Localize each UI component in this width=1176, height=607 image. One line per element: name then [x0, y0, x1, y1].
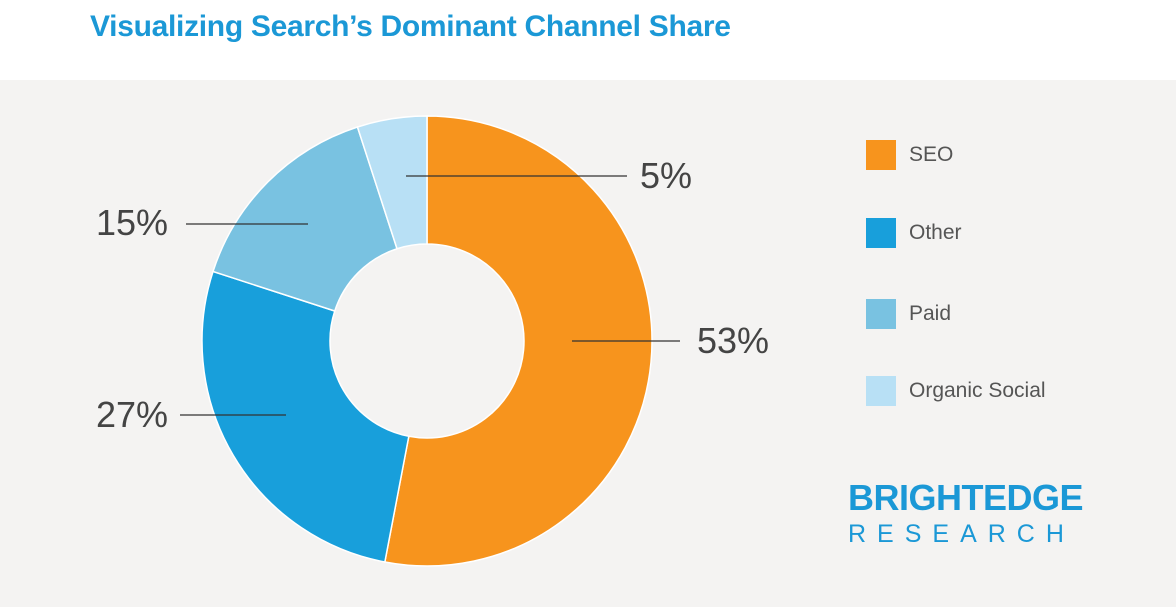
legend-swatch-seo: [866, 140, 896, 170]
legend-swatch-organic-social: [866, 376, 896, 406]
slice-other: [201, 270, 410, 563]
value-label-organic-social: 5%: [640, 155, 692, 196]
logo-subtitle: RESEARCH: [848, 520, 1075, 548]
legend-label-other: Other: [909, 221, 962, 244]
donut-slices: [201, 115, 653, 567]
legend-label-organic-social: Organic Social: [909, 379, 1046, 402]
value-labels: 53% 27% 15% 5%: [96, 155, 769, 435]
value-label-other: 27%: [96, 394, 168, 435]
value-label-seo: 53%: [697, 320, 769, 361]
header: Visualizing Search’s Dominant Channel Sh…: [0, 0, 1176, 80]
brightedge-research-logo: BRIGHTEDGE RESEARCH: [848, 477, 1084, 549]
logo-wordmark: BRIGHTEDGE: [848, 477, 1084, 518]
slice-organic-social: [356, 115, 428, 250]
legend-swatch-paid: [866, 299, 896, 329]
page-title: Visualizing Search’s Dominant Channel Sh…: [90, 10, 731, 43]
legend-swatch-other: [866, 218, 896, 248]
legend-label-seo: SEO: [909, 143, 954, 166]
slice-seo: [383, 115, 653, 567]
value-label-paid: 15%: [96, 202, 168, 243]
leader-lines: [180, 175, 680, 416]
legend-label-paid: Paid: [909, 302, 952, 325]
slice-paid: [212, 126, 398, 312]
